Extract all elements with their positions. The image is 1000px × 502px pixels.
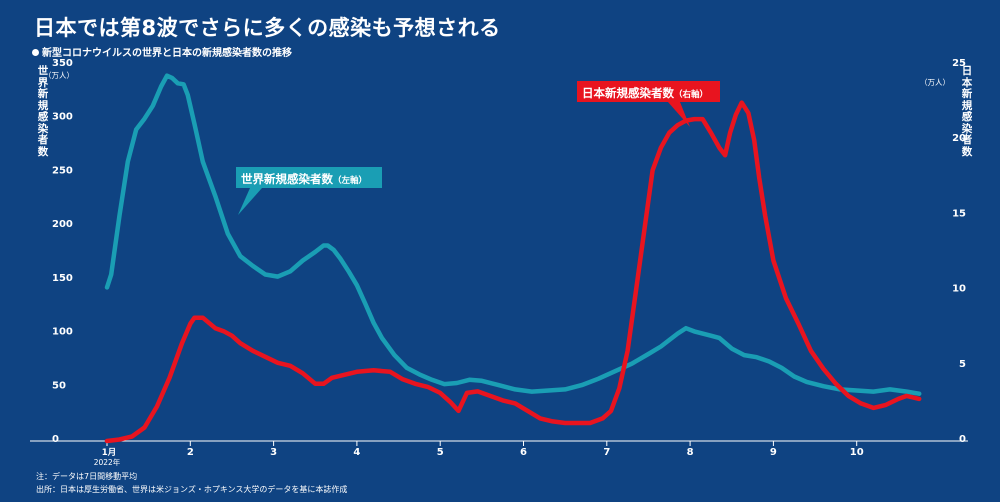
subtitle-text: 新型コロナウイルスの世界と日本の新規感染者数の推移 (42, 48, 292, 59)
x-tick-label: 7 (603, 447, 610, 458)
x-tick-label: 3 (270, 447, 277, 458)
right-y-tick-label: 25 (952, 58, 966, 69)
world-series-label-tail (238, 188, 262, 215)
right-y-tick-label: 20 (952, 133, 966, 144)
right-axis-title: 日本新規感染者数 (961, 65, 973, 158)
right-y-tick-label: 5 (959, 359, 966, 370)
source-note: 出所：日本は厚生労働省、世界は米ジョンズ・ホプキンス大学のデータを基に本誌作成 (36, 485, 348, 494)
world-series-label-text: 世界新規感染者数（左軸） (241, 172, 367, 186)
left-axis-unit: （万人） (44, 71, 74, 80)
world-series-label-series-name: 世界新規感染者数 (241, 172, 333, 186)
x-tick-label: 10 (850, 447, 864, 458)
x-tick-label: 9 (770, 447, 777, 458)
world-series-label-axis-note: （左軸） (333, 175, 367, 186)
world-series-label-box (236, 167, 382, 188)
japan-series-label-axis-note: （右軸） (674, 89, 708, 100)
left-y-tick-label: 50 (52, 380, 66, 391)
x-tick-label: 5 (437, 447, 444, 458)
left-y-tick-label: 350 (52, 58, 73, 69)
x-tick-label: 8 (687, 447, 694, 458)
right-axis-unit: （万人） (920, 78, 950, 87)
bullet-icon (32, 49, 39, 56)
left-y-tick-label: 100 (52, 327, 73, 338)
footnote: 注：データは7日間移動平均 (36, 472, 138, 481)
left-y-tick-label: 0 (52, 434, 59, 445)
left-y-tick-label: 150 (52, 273, 73, 284)
x-tick-label: 4 (353, 447, 360, 458)
page-title: 日本では第8波でさらに多くの感染も予想される (34, 16, 501, 40)
left-y-tick-label: 300 (52, 112, 73, 123)
left-axis-title: 世界新規感染者数 (37, 65, 49, 158)
right-y-tick-label: 15 (952, 208, 966, 219)
japan-series-label-tail (668, 102, 690, 127)
x-year-label: 2022年 (94, 457, 121, 467)
world-cases-line (104, 73, 922, 396)
japan-series-label-box (577, 81, 720, 102)
japan-series-label-text: 日本新規感染者数（右軸） (582, 86, 708, 100)
japan-cases-line (104, 100, 922, 444)
right-y-tick-label: 10 (952, 284, 966, 295)
japan-series-label-series-name: 日本新規感染者数 (582, 86, 674, 100)
x-tick-label: 2 (187, 447, 194, 458)
left-y-tick-label: 250 (52, 165, 73, 176)
right-y-tick-label: 0 (959, 434, 966, 445)
chart-subtitle: 新型コロナウイルスの世界と日本の新規感染者数の推移 (32, 44, 292, 59)
left-y-tick-label: 200 (52, 219, 73, 230)
x-tick-label: 6 (520, 447, 527, 458)
x-tick-label: 1月 (102, 448, 116, 458)
